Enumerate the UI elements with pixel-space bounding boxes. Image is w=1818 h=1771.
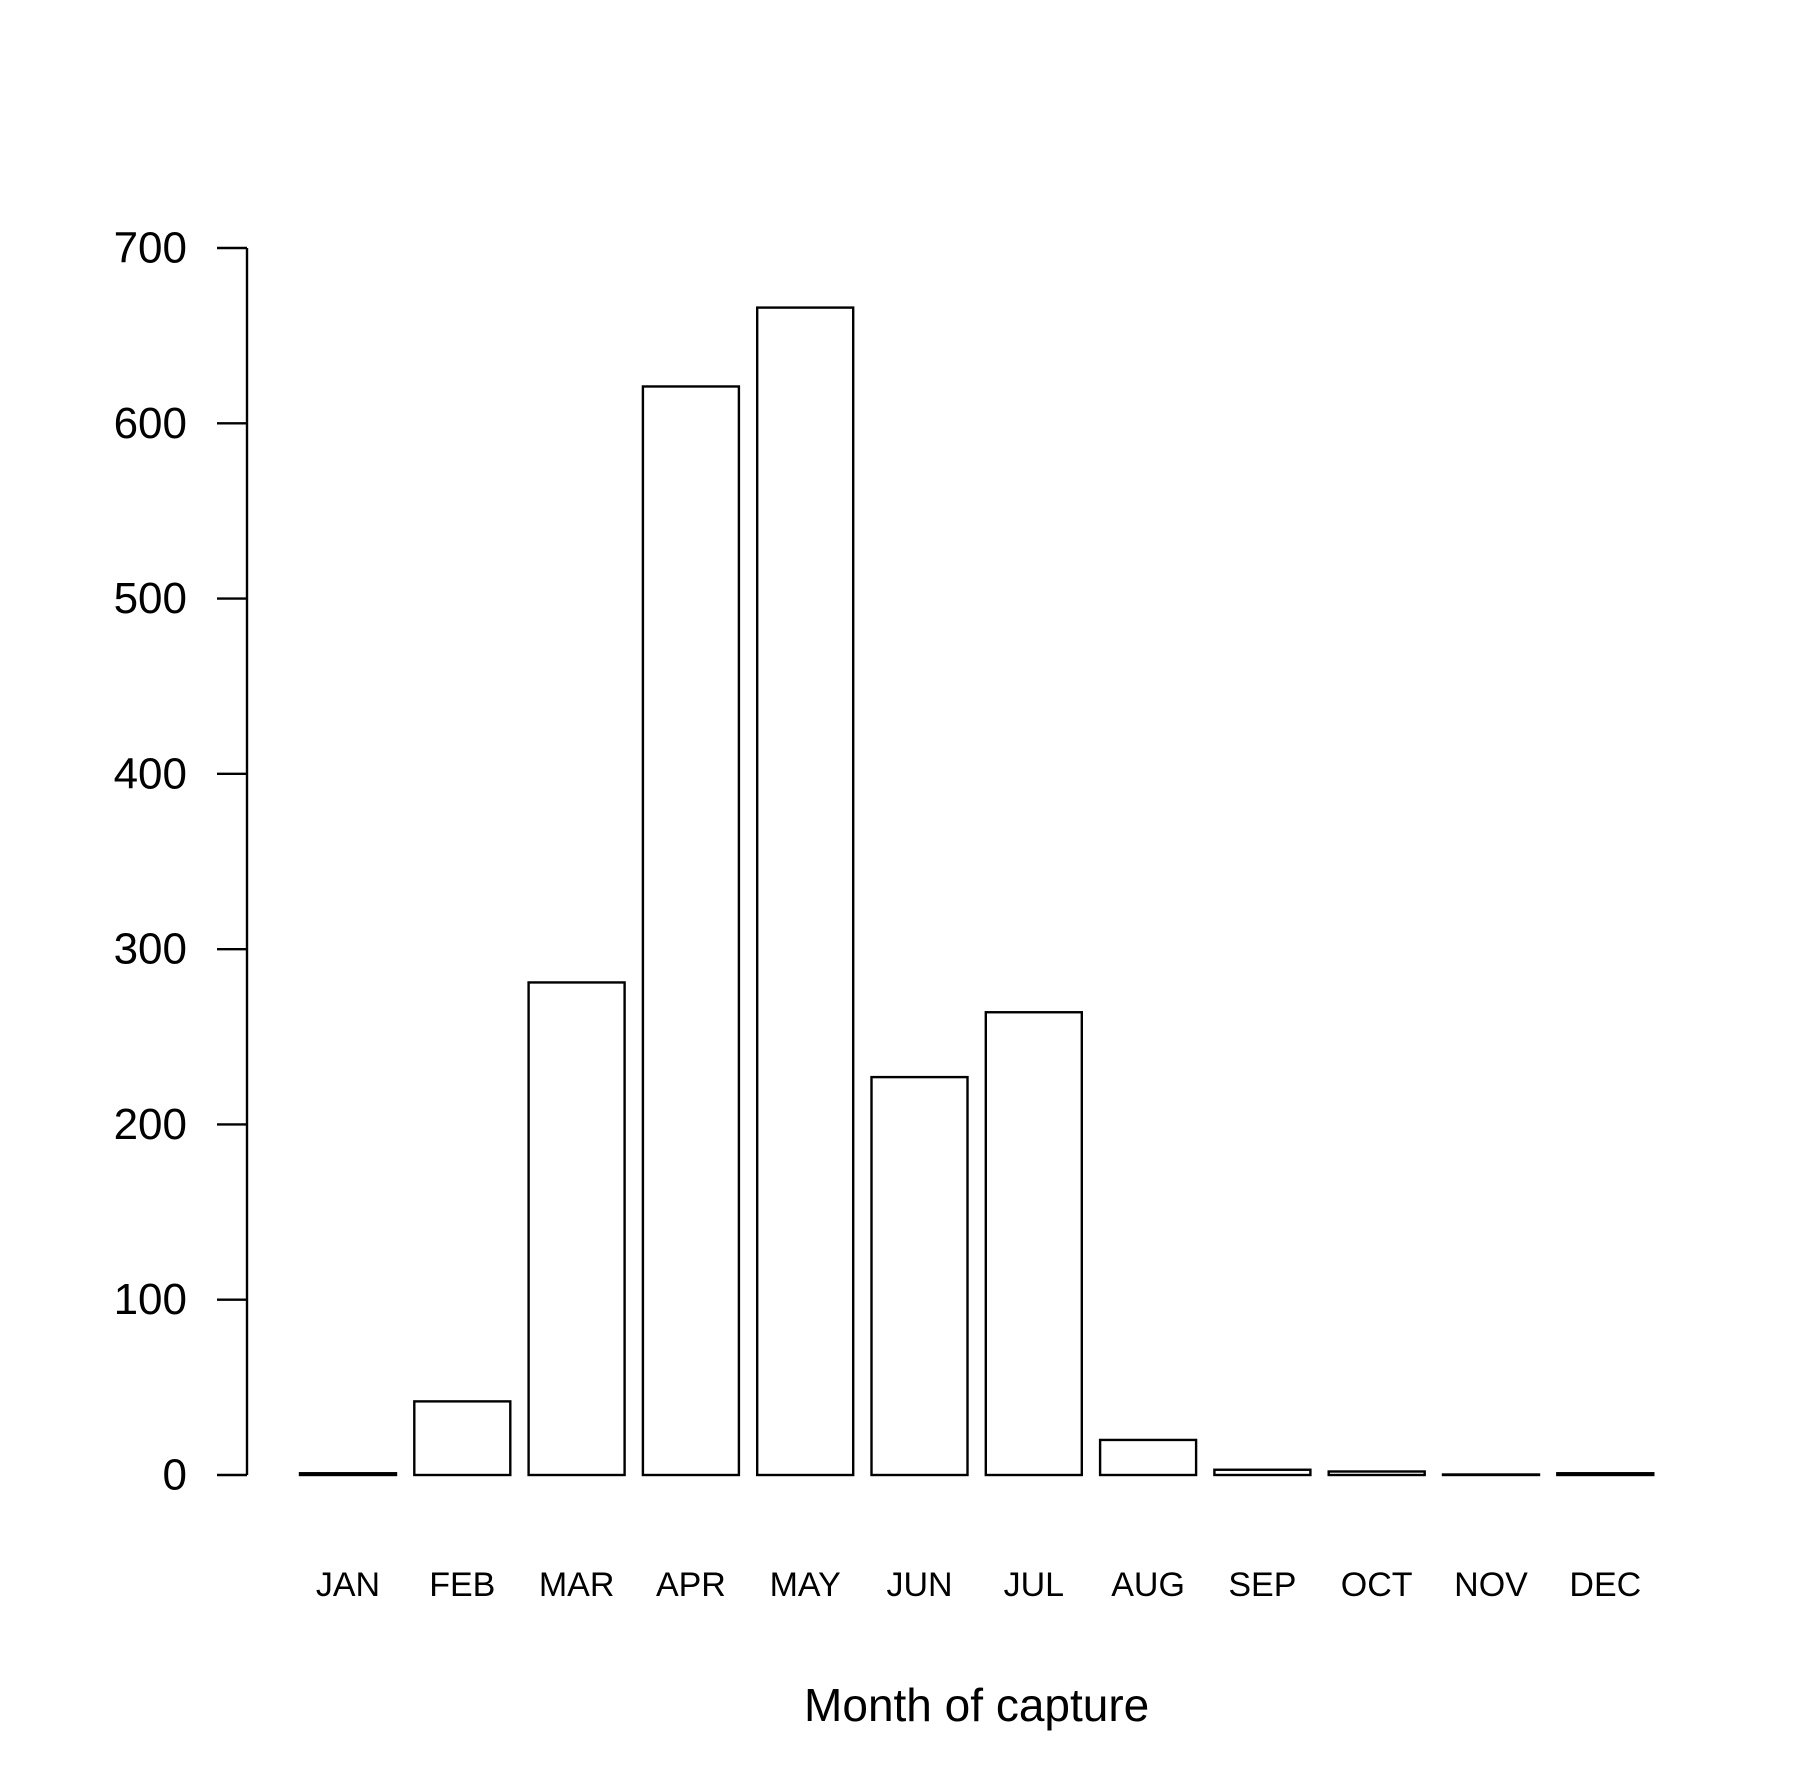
y-tick-label: 0 — [163, 1451, 187, 1500]
y-tick-label: 400 — [114, 749, 187, 798]
bar-jan — [298, 1472, 398, 1477]
x-tick-label: SEP — [1228, 1566, 1296, 1604]
y-tick-label: 300 — [114, 925, 187, 974]
bar-jun — [870, 1075, 969, 1477]
x-tick-label: AUG — [1111, 1566, 1185, 1604]
bar-feb — [413, 1400, 512, 1477]
x-tick-label: MAY — [770, 1566, 841, 1604]
bar-aug — [1098, 1438, 1198, 1477]
x-tick-label: OCT — [1341, 1566, 1413, 1604]
x-tick-label: DEC — [1569, 1566, 1641, 1604]
x-tick-label: MAR — [539, 1566, 615, 1604]
y-axis: 0 100 200 300 400 500 600 700 — [114, 224, 249, 1500]
x-tick-label: JUN — [886, 1566, 952, 1604]
y-tick-label: 600 — [114, 399, 187, 448]
y-tick-label: 700 — [114, 224, 187, 273]
bar-oct — [1327, 1470, 1426, 1477]
y-tick-label: 200 — [114, 1100, 187, 1149]
y-tick-label: 100 — [114, 1275, 187, 1324]
x-tick-label: JUL — [1004, 1566, 1064, 1604]
x-axis-labels: JAN FEB MAR APR MAY JUN JUL AUG SEP OCT NOV DEC — [316, 1566, 1641, 1604]
bar-apr — [641, 385, 741, 1477]
bars — [298, 306, 1655, 1477]
x-axis-title: Month of capture — [804, 1679, 1149, 1731]
x-tick-label: APR — [656, 1566, 726, 1604]
bar-may — [756, 306, 855, 1477]
x-tick-label: NOV — [1454, 1566, 1528, 1604]
y-tick-label: 500 — [114, 574, 187, 623]
bar-dec — [1556, 1472, 1655, 1477]
bar-sep — [1213, 1468, 1312, 1477]
bar-jul — [984, 1011, 1083, 1477]
x-tick-label: FEB — [429, 1566, 495, 1604]
bar-nov — [1441, 1473, 1541, 1477]
bar-mar — [527, 981, 626, 1477]
x-tick-label: JAN — [316, 1566, 380, 1604]
